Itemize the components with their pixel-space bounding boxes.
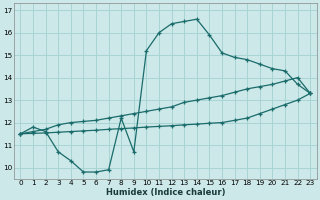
- X-axis label: Humidex (Indice chaleur): Humidex (Indice chaleur): [106, 188, 225, 197]
